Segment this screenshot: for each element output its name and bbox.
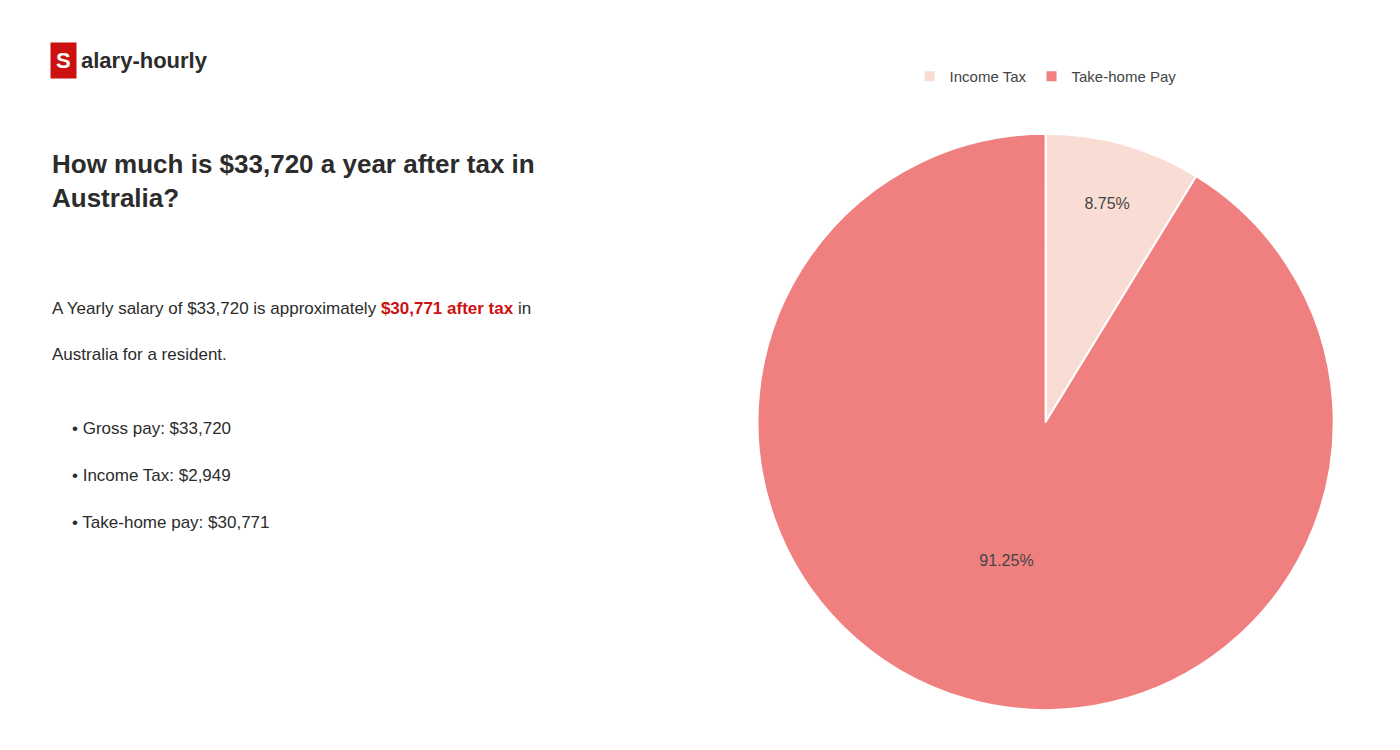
- svg-text:8.75%: 8.75%: [1084, 195, 1129, 212]
- svg-text:• Take-home pay: $30,771: • Take-home pay: $30,771: [72, 513, 270, 532]
- svg-text:Australia for a resident.: Australia for a resident.: [52, 345, 227, 364]
- svg-text:Income Tax: Income Tax: [950, 68, 1027, 85]
- svg-text:Take-home Pay: Take-home Pay: [1072, 68, 1177, 85]
- svg-text:• Income Tax: $2,949: • Income Tax: $2,949: [72, 466, 231, 485]
- svg-text:A Yearly salary of $33,720 is: A Yearly salary of $33,720 is approximat…: [52, 299, 531, 318]
- svg-text:How much is $33,720 a year aft: How much is $33,720 a year after tax inA…: [52, 149, 535, 213]
- svg-text:• Gross pay: $33,720: • Gross pay: $33,720: [72, 419, 231, 438]
- svg-text:S: S: [56, 48, 71, 73]
- svg-text:91.25%: 91.25%: [979, 552, 1033, 569]
- svg-text:alary-hourly: alary-hourly: [81, 48, 208, 73]
